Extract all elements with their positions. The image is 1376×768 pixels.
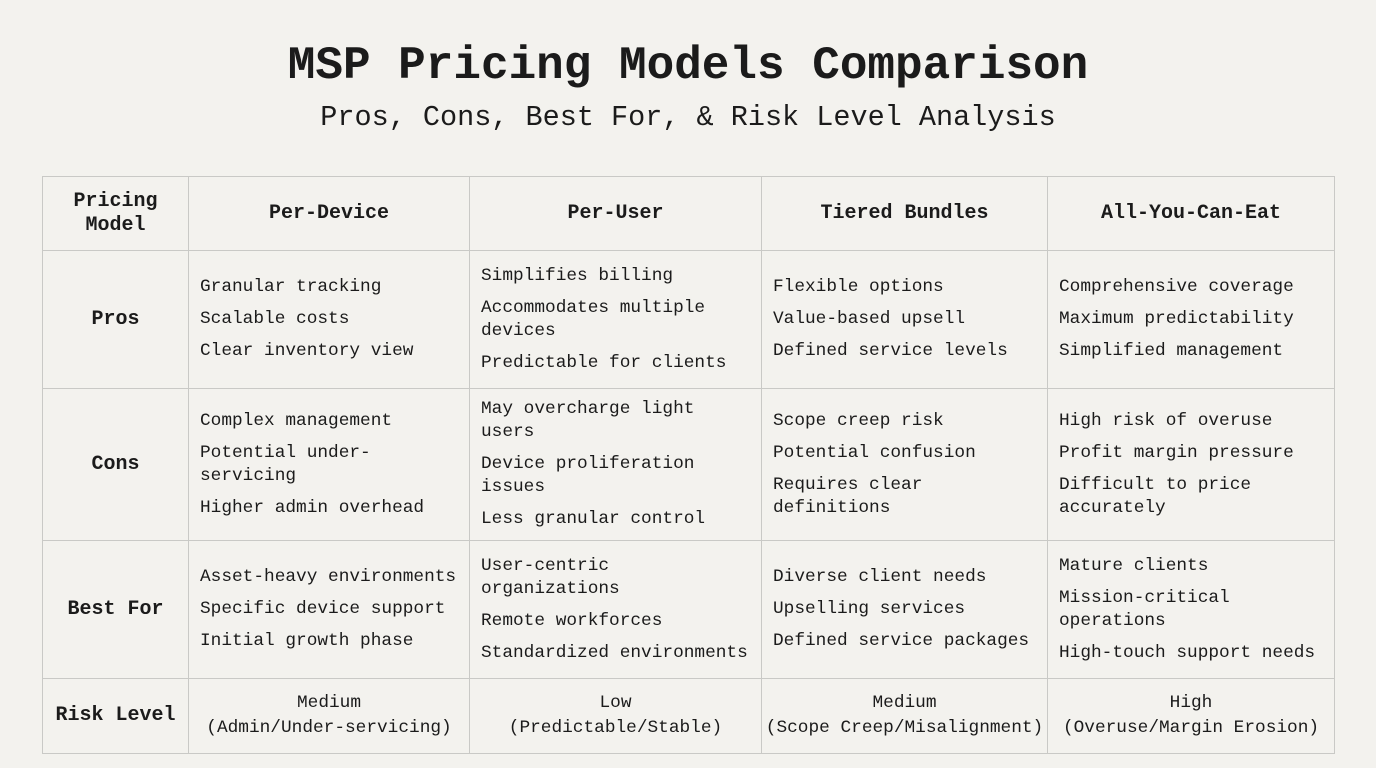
table-row: Cons Complex management Potential under-se… [42, 388, 1335, 541]
cell-item: Profit margin pressure [1059, 442, 1294, 463]
table-row: Best For Asset-heavy environments Specific… [42, 540, 1335, 679]
cell-item: Simplifies billing [481, 265, 674, 286]
cell-item: User-centric organizations [481, 555, 620, 599]
cell-item: Initial growth phase [200, 631, 414, 651]
risk-reason: (Predictable/Stable) [508, 718, 723, 738]
table-cell: High risk of overuse Profit margin pressu… [1047, 388, 1335, 541]
cell-item: Maximum predictability [1059, 309, 1294, 329]
table-cell: Comprehensive coverage Maximum predictabi… [1047, 250, 1335, 389]
cell-item: High-touch support needs [1059, 642, 1316, 663]
risk-reason: (Scope Creep/Misalignment) [765, 718, 1044, 738]
cell-item: Asset-heavy environments [200, 567, 457, 587]
cell-item: Mission-critical operations [1059, 587, 1230, 631]
risk-reason: (Admin/Under-servicing) [206, 718, 452, 738]
table-cell: User-centric organizations Remote workfor… [469, 540, 762, 679]
cell-item: Difficult to price accurately [1059, 474, 1252, 518]
table-cell: Asset-heavy environments Specific device … [188, 540, 470, 679]
cell-item: Flexible options [773, 277, 944, 297]
risk-cell: Medium (Admin/Under-servicing) [188, 678, 470, 754]
risk-level: Low [599, 693, 632, 713]
risk-level: Medium [872, 693, 937, 713]
table-cell: Flexible options Value-based upsell Define… [761, 250, 1048, 389]
cell-item: Simplified management [1059, 341, 1284, 361]
row-header: Risk Level [42, 678, 189, 754]
risk-cell: Low (Predictable/Stable) [469, 678, 762, 754]
risk-reason: (Overuse/Margin Erosion) [1062, 718, 1320, 738]
row-header: Best For [42, 540, 189, 679]
cell-item: Standardized environments [481, 642, 748, 663]
cell-item: Device proliferation issues [481, 454, 695, 497]
cell-item: Defined service packages [773, 631, 1030, 651]
table-cell: Simplifies billing Accommodates multiple … [469, 250, 762, 389]
column-header: Tiered Bundles [761, 176, 1048, 251]
cell-item: Value-based upsell [773, 309, 966, 329]
cell-item: Potential confusion [773, 442, 976, 463]
row-header: Pros [42, 250, 189, 389]
cell-item: Clear inventory view [200, 341, 414, 361]
cell-item: Mature clients [1059, 555, 1209, 576]
corner-label: Pricing Model [73, 189, 158, 237]
corner-header: Pricing Model [42, 176, 189, 251]
table-cell: May overcharge light users Device prolife… [469, 388, 762, 541]
comparison-table: Pricing Model Per-Device Per-User Tiered… [42, 176, 1335, 754]
table-cell: Mature clients Mission-critical operation… [1047, 540, 1335, 679]
cell-item: Higher admin overhead [200, 497, 425, 518]
column-header: Per-User [469, 176, 762, 251]
cell-item: Accommodates multiple devices [481, 297, 706, 341]
cell-item: Defined service levels [773, 341, 1008, 361]
page-title: MSP Pricing Models Comparison [287, 40, 1089, 92]
risk-row: Risk Level Medium (Admin/Under-servicing) L… [42, 678, 1335, 754]
cell-item: Comprehensive coverage [1059, 277, 1294, 297]
cell-item: Scope creep risk [773, 410, 944, 431]
cell-item: Remote workforces [481, 610, 663, 631]
column-header: Per-Device [188, 176, 470, 251]
cell-item: Requires clear definitions [773, 474, 923, 518]
table-cell: Diverse client needs Upselling services De… [761, 540, 1048, 679]
cell-item: Upselling services [773, 599, 966, 619]
cell-item: Scalable costs [200, 309, 350, 329]
cell-item: Granular tracking [200, 277, 382, 297]
cell-item: Less granular control [481, 509, 706, 529]
cell-item: Specific device support [200, 599, 446, 619]
table-cell: Complex management Potential under-servic… [188, 388, 470, 541]
row-header: Cons [42, 388, 189, 541]
risk-cell: High (Overuse/Margin Erosion) [1047, 678, 1335, 754]
risk-level: Medium [296, 693, 362, 713]
page-subtitle: Pros, Cons, Best For, & Risk Level Analy… [320, 101, 1056, 134]
cell-item: May overcharge light users [481, 399, 695, 442]
table-row: Pros Granular tracking Scalable costs Clear… [42, 250, 1335, 389]
cell-item: Complex management [200, 410, 393, 431]
column-header: All-You-Can-Eat [1047, 176, 1335, 251]
table-cell: Granular tracking Scalable costs Clear inv… [188, 250, 470, 389]
cell-item: Diverse client needs [773, 567, 987, 587]
risk-cell: Medium (Scope Creep/Misalignment) [761, 678, 1048, 754]
risk-level: High [1169, 693, 1213, 713]
header-row: Pricing Model Per-Device Per-User Tiered… [42, 176, 1335, 251]
table-cell: Scope creep risk Potential confusion Requi… [761, 388, 1048, 541]
cell-item: High risk of overuse [1059, 410, 1273, 431]
cell-item: Predictable for clients [481, 352, 727, 373]
cell-item: Potential under-servicing [200, 442, 371, 486]
